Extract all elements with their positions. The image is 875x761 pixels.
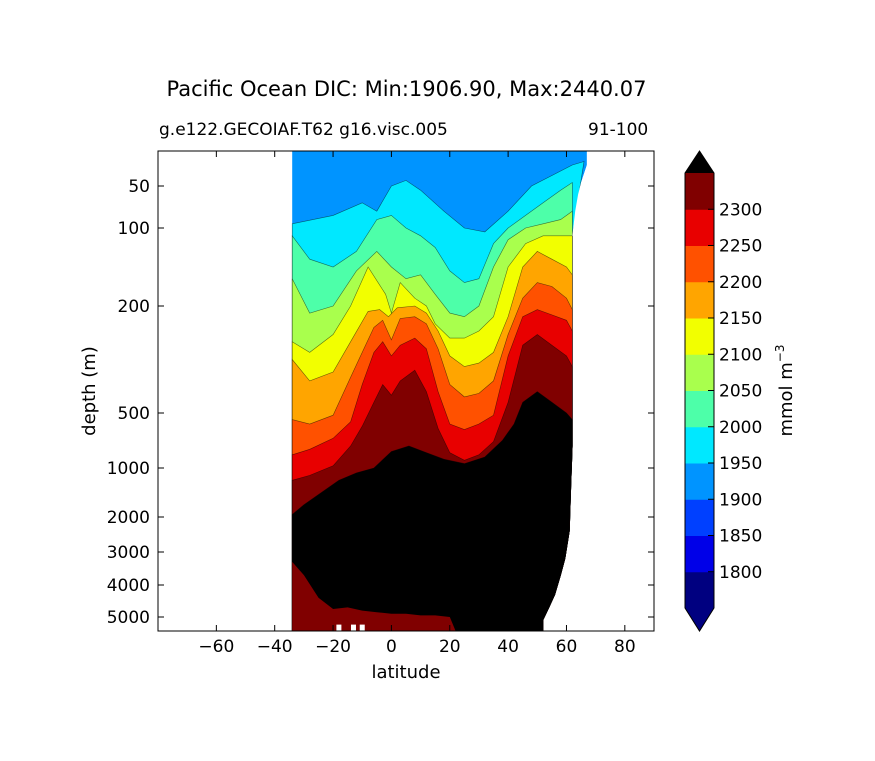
colorbar: 1800 1850 1900 1950 2000 2050 2100 2150 2200 2250… xyxy=(684,150,797,632)
colorbar-tick-label: 1850 xyxy=(719,527,762,547)
y-tick-label: 4000 xyxy=(107,576,150,596)
bathymetry-gap xyxy=(350,624,356,631)
land-mask-north xyxy=(572,151,654,236)
x-tick-label: −60 xyxy=(198,637,234,657)
chart-subtitle-left: g.e122.GECOIAF.T62 g16.visc.005 xyxy=(159,120,448,140)
colorbar-label: mmol m−3 xyxy=(773,344,797,436)
x-tick-label: 20 xyxy=(439,637,461,657)
y-tick-label: 50 xyxy=(128,177,150,197)
x-tick-label: 60 xyxy=(556,637,578,657)
colorbar-band xyxy=(685,463,714,500)
colorbar-tick-label: 2300 xyxy=(719,200,762,220)
colorbar-band xyxy=(685,173,714,210)
contour-fill-group xyxy=(291,151,654,631)
colorbar-band xyxy=(685,499,714,536)
colorbar-band xyxy=(685,281,714,319)
x-axis-label: latitude xyxy=(371,662,440,683)
contour-plot-area xyxy=(291,151,654,631)
colorbar-tick-label: 1900 xyxy=(719,490,762,510)
colorbar-tick-label: 1800 xyxy=(719,563,762,583)
colorbar-outline xyxy=(684,150,715,632)
colorbar-extend-max xyxy=(685,151,714,173)
x-tick-label: −20 xyxy=(315,637,351,657)
colorbar-extend-min xyxy=(685,608,714,631)
plot-axes: −60 −40 −20 0 20 40 60 80 50 100 200 500 1000 2000 300… xyxy=(79,150,655,683)
chart-title: Pacific Ocean DIC: Min:1906.90, Max:2440… xyxy=(166,77,647,101)
y-tick-label: 2000 xyxy=(107,508,150,528)
x-tick-label: −40 xyxy=(257,637,293,657)
x-tick-label: 80 xyxy=(614,637,636,657)
y-tick-label: 200 xyxy=(118,297,150,317)
colorbar-tick-label: 2250 xyxy=(719,237,762,257)
bathymetry-gap xyxy=(359,624,365,631)
y-tick-label: 3000 xyxy=(107,543,150,563)
colorbar-band xyxy=(685,245,714,283)
y-tick-label: 100 xyxy=(118,219,150,239)
colorbar-tick-label: 2150 xyxy=(719,309,762,329)
x-tick-label: 0 xyxy=(386,637,397,657)
colorbar-band xyxy=(685,571,714,609)
plot-frame xyxy=(157,150,655,632)
y-tick-label: 1000 xyxy=(107,459,150,479)
colorbar-tick-label: 1950 xyxy=(719,454,762,474)
y-tick-label: 5000 xyxy=(107,608,150,628)
bottom-water-band xyxy=(292,561,456,631)
y-axis-label: depth (m) xyxy=(79,346,100,436)
colorbar-tick-label: 2000 xyxy=(719,418,762,438)
colorbar-band xyxy=(685,209,714,246)
colorbar-band xyxy=(685,426,714,464)
colorbar-tick-label: 2100 xyxy=(719,345,762,365)
y-tick-label: 500 xyxy=(118,404,150,424)
x-tick-label: 40 xyxy=(497,637,519,657)
colorbar-band xyxy=(685,318,714,355)
colorbar-band xyxy=(685,390,714,428)
chart-subtitle-right: 91-100 xyxy=(588,120,649,140)
colorbar-tick-label: 2050 xyxy=(719,382,762,402)
colorbar-label-exponent: −3 xyxy=(773,344,787,362)
colorbar-tick-label: 2200 xyxy=(719,273,762,293)
colorbar-band xyxy=(685,535,714,573)
contour-band-2350 xyxy=(291,391,573,631)
bathymetry-gap xyxy=(336,624,342,631)
colorbar-band xyxy=(685,354,714,391)
